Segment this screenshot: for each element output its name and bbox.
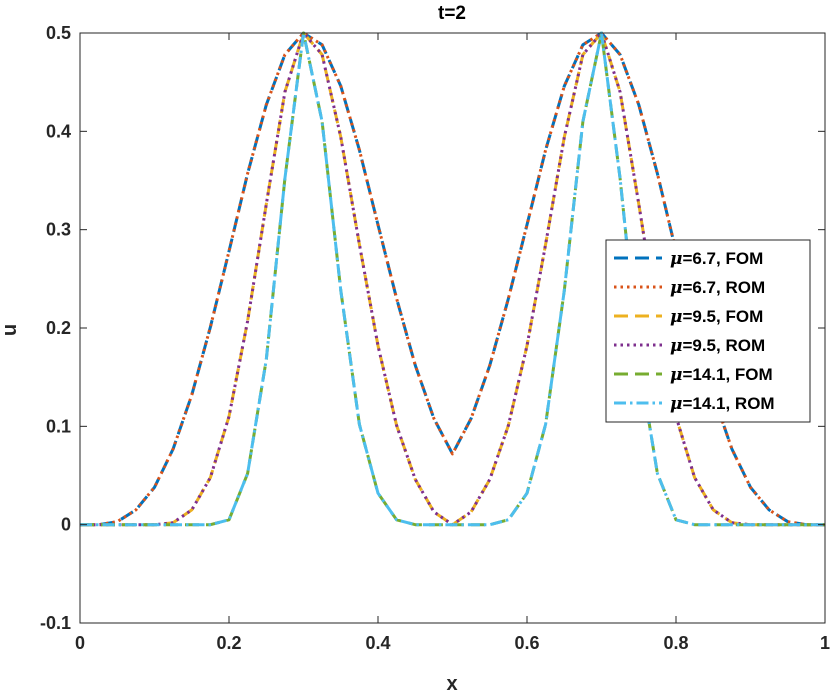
x-axis-label: x bbox=[446, 673, 457, 693]
y-tick-label: 0.5 bbox=[46, 23, 71, 43]
legend-entry-label: =14.1, ROM bbox=[682, 394, 774, 413]
series-line-6 bbox=[80, 31, 825, 527]
y-tick-label: 0.4 bbox=[46, 121, 71, 141]
x-tick-label: 0.8 bbox=[663, 633, 688, 653]
y-tick-label: 0 bbox=[61, 515, 71, 535]
legend-entry-label: =9.5, FOM bbox=[682, 307, 763, 326]
y-tick-label: 0.3 bbox=[46, 220, 71, 240]
legend-mu-symbol: μ bbox=[670, 278, 682, 298]
x-tick-label: 1 bbox=[820, 633, 830, 653]
legend-mu-symbol: μ bbox=[670, 249, 682, 269]
y-tick-label: 0.2 bbox=[46, 318, 71, 338]
series-line-2 bbox=[80, 31, 825, 527]
legend-entry-label: =9.5, ROM bbox=[682, 336, 765, 355]
tick-layer: 0 0.2 0.4 0.6 0.8 1-0.100.10.20.30.40.5 bbox=[40, 23, 830, 653]
legend-entry-3: μ=9.5, FOM bbox=[670, 307, 763, 327]
x-tick-label: 0.6 bbox=[514, 633, 539, 653]
legend-entry-label: =14.1, FOM bbox=[682, 365, 772, 384]
legend-mu-symbol: μ bbox=[670, 365, 682, 385]
x-tick-label: 0.4 bbox=[365, 633, 390, 653]
legend-entry-1: μ=6.7, FOM bbox=[670, 249, 763, 269]
legend-mu-symbol: μ bbox=[670, 394, 682, 414]
series-line-3 bbox=[80, 31, 825, 527]
legend-box bbox=[605, 239, 811, 423]
legend-entry-5: μ=14.1, FOM bbox=[670, 365, 773, 385]
x-tick-label: 0 bbox=[75, 633, 85, 653]
y-tick-label: -0.1 bbox=[40, 613, 71, 633]
x-tick-label: 0.2 bbox=[216, 633, 241, 653]
chart-title: t=2 bbox=[438, 3, 466, 24]
series-layer bbox=[80, 31, 825, 527]
y-tick-label: 0.1 bbox=[46, 416, 71, 436]
legend-entry-2: μ=6.7, ROM bbox=[670, 278, 765, 298]
y-axis-label: u bbox=[0, 324, 21, 336]
legend-mu-symbol: μ bbox=[670, 336, 682, 356]
legend-entry-label: =6.7, ROM bbox=[682, 278, 765, 297]
legend-entry-4: μ=9.5, ROM bbox=[670, 336, 765, 356]
legend-mu-symbol: μ bbox=[670, 307, 682, 327]
legend-entry-6: μ=14.1, ROM bbox=[670, 394, 775, 414]
legend-entry-label: =6.7, FOM bbox=[682, 249, 763, 268]
